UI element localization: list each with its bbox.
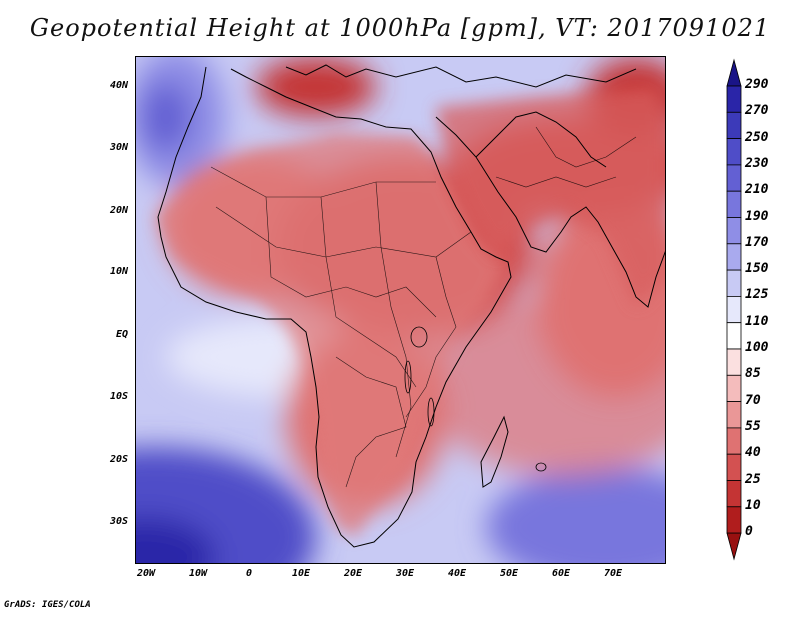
africa-landmass <box>156 132 506 537</box>
colorbar-box <box>726 506 742 534</box>
colorbar-level-label: 55 <box>745 418 761 434</box>
colorbar-level-label: 0 <box>745 524 753 540</box>
lon-label-20e: 20E <box>343 568 363 579</box>
colorbar-level-label: 230 <box>745 155 769 171</box>
colorbar-box <box>726 322 742 350</box>
lat-label-20s: 20S <box>109 454 128 465</box>
colorbar-level-label: 210 <box>745 182 769 198</box>
lon-label-60e: 60E <box>551 568 571 579</box>
lon-label-10e: 10E <box>291 568 311 579</box>
map-field <box>136 57 665 563</box>
grads-credit: GrADS: IGES/COLA <box>4 600 91 610</box>
colorbar-box <box>726 269 742 297</box>
lat-label-30n: 30N <box>109 142 128 153</box>
colorbar-level-label: 125 <box>745 287 769 303</box>
colorbar-level-label: 150 <box>745 261 769 277</box>
map-plot-area <box>135 56 666 564</box>
colorbar-box <box>726 85 742 113</box>
lat-label-40n: 40N <box>109 80 128 91</box>
colorbar-level-label: 40 <box>745 445 761 461</box>
colorbar-box <box>726 190 742 218</box>
colorbar-box <box>726 164 742 192</box>
colorbar-level-label: 170 <box>745 234 769 250</box>
colorbar-bottom-arrow <box>726 532 742 561</box>
lon-label-70e: 70E <box>603 568 623 579</box>
colorbar-level-label: 110 <box>745 313 769 329</box>
colorbar-box <box>726 217 742 245</box>
colorbar-box <box>726 138 742 166</box>
colorbar-box <box>726 480 742 508</box>
colorbar-box <box>726 243 742 271</box>
lakes <box>404 326 547 472</box>
lat-label-30s: 30S <box>109 516 128 527</box>
colorbar-level-label: 85 <box>745 366 761 382</box>
arabia-india-landmass <box>436 87 665 307</box>
colorbar-box <box>726 111 742 140</box>
colorbar-box <box>726 453 742 481</box>
lon-label-30e: 30E <box>395 568 415 579</box>
country-borders <box>210 126 637 488</box>
lat-label-20n: 20N <box>109 205 128 216</box>
lon-label-0: 0 <box>245 568 253 579</box>
map-title: Geopotential Height at 1000hPa [gpm], VT… <box>29 14 771 42</box>
lat-label-eq: EQ <box>115 329 128 340</box>
lon-label-20w: 20W <box>136 568 156 579</box>
colorbar-boxes <box>726 58 742 561</box>
colorbar-box <box>726 295 742 324</box>
colorbar-box <box>726 374 742 402</box>
colorbar-level-label: 70 <box>745 392 761 408</box>
coastlines <box>157 64 665 548</box>
colorbar-level-label: 290 <box>745 77 769 92</box>
colorbar-box <box>726 401 742 429</box>
lon-label-50e: 50E <box>499 568 519 579</box>
colorbar-level-label: 270 <box>745 103 769 119</box>
lat-label-10s: 10S <box>109 391 128 402</box>
colorbar-level-label: 100 <box>745 340 769 355</box>
lat-label-10n: 10N <box>109 266 128 277</box>
colorbar-level-label: 25 <box>745 471 761 487</box>
colorbar-level-label: 10 <box>745 497 761 513</box>
lon-label-40e: 40E <box>447 568 467 579</box>
colorbar-level-label: 190 <box>745 208 769 224</box>
colorbar-level-label: 250 <box>745 129 769 145</box>
colorbar-box <box>726 348 742 376</box>
lon-label-10w: 10W <box>188 568 208 579</box>
colorbar-top-arrow <box>726 58 742 87</box>
colorbar-box <box>726 427 742 455</box>
